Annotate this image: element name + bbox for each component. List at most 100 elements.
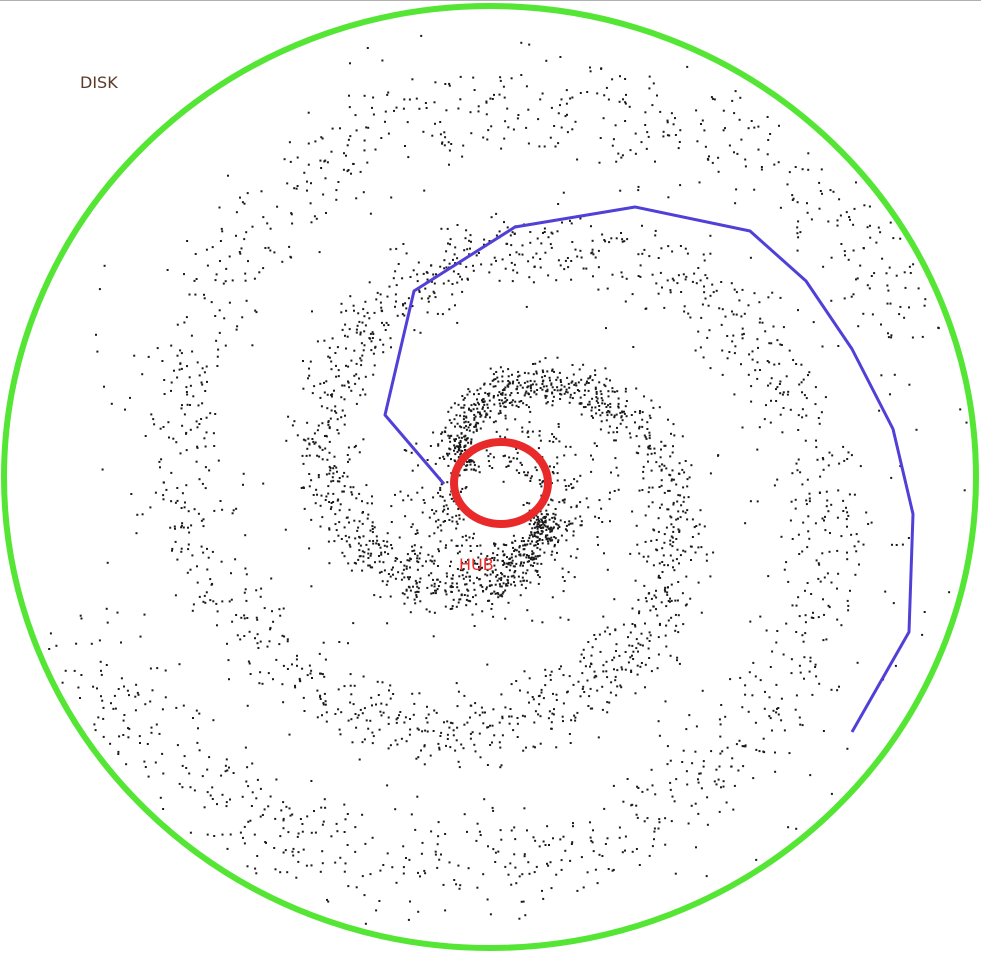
star-dot — [235, 328, 238, 331]
star-dot — [212, 432, 215, 435]
star-dot — [464, 237, 467, 240]
star-dot — [434, 296, 437, 299]
star-dot — [547, 513, 549, 516]
star-dot — [442, 505, 445, 508]
star-dot — [531, 619, 534, 622]
star-dot — [684, 278, 687, 281]
star-dot — [486, 764, 489, 766]
star-dot — [144, 703, 147, 706]
star-dot — [552, 440, 555, 443]
star-dot — [600, 397, 603, 400]
star-dot — [457, 864, 460, 867]
star-dot — [360, 359, 363, 362]
star-dot — [456, 552, 459, 555]
star-dot — [652, 406, 655, 409]
star-dot — [383, 544, 386, 547]
star-dot — [763, 707, 766, 710]
star-dot — [486, 569, 489, 572]
star-dot — [638, 489, 641, 492]
star-dot — [450, 497, 453, 500]
star-dot — [328, 527, 331, 530]
star-dot — [444, 426, 447, 429]
star-dot — [590, 252, 593, 255]
star-dot — [527, 372, 530, 375]
star-dot — [318, 652, 321, 655]
star-dot — [224, 280, 227, 283]
star-dot — [829, 189, 832, 192]
star-dot — [381, 580, 384, 583]
star-dot — [113, 694, 116, 697]
star-dot — [545, 395, 548, 398]
star-dot — [433, 559, 436, 562]
star-dot — [203, 594, 206, 597]
star-dot — [534, 466, 537, 469]
star-dot — [163, 393, 166, 395]
star-dot — [409, 557, 412, 560]
star-dot — [730, 282, 733, 285]
star-dot — [439, 265, 442, 268]
star-dot — [324, 499, 327, 501]
star-dot — [507, 601, 510, 604]
star-dot — [211, 786, 214, 789]
star-dot — [686, 485, 689, 488]
star-dot — [97, 716, 100, 719]
star-dot — [667, 619, 670, 622]
star-dot — [375, 298, 378, 301]
star-dot — [611, 869, 614, 872]
star-dot — [456, 544, 459, 547]
star-dot — [702, 760, 705, 763]
star-dot — [347, 365, 350, 368]
star-dot — [848, 216, 851, 218]
star-dot — [358, 320, 361, 323]
star-dot — [678, 531, 681, 533]
star-dot — [465, 604, 468, 607]
star-dot — [507, 465, 510, 467]
star-dot — [590, 415, 593, 417]
star-dot — [529, 564, 532, 567]
star-dot — [477, 422, 480, 425]
star-dot — [466, 830, 468, 833]
star-dot — [720, 281, 723, 283]
star-dot — [243, 614, 246, 617]
star-dot — [585, 267, 588, 270]
star-dot — [899, 237, 902, 240]
star-dot — [377, 694, 380, 696]
star-dot — [551, 386, 554, 389]
star-dot — [244, 534, 247, 537]
star-dot — [526, 501, 529, 504]
star-dot — [634, 625, 637, 628]
star-dot — [501, 595, 504, 598]
star-dot — [245, 299, 248, 302]
star-dot — [451, 520, 454, 523]
star-dot — [373, 526, 376, 529]
star-dot — [571, 364, 574, 366]
star-dot — [362, 560, 365, 563]
star-dot — [470, 404, 473, 407]
star-dot — [469, 111, 472, 114]
star-dot — [469, 600, 472, 603]
star-dot — [528, 560, 530, 563]
star-dot — [443, 499, 446, 502]
star-dot — [469, 423, 472, 426]
star-dot — [449, 746, 452, 749]
star-dot — [674, 629, 677, 632]
star-dot — [439, 489, 442, 491]
star-dot — [470, 132, 473, 135]
star-dot — [659, 271, 662, 274]
star-dot — [417, 756, 420, 759]
star-dot — [713, 98, 716, 101]
star-dot — [576, 158, 579, 161]
star-dot — [499, 366, 502, 369]
star-dot — [404, 302, 407, 305]
star-dot — [364, 324, 367, 327]
star-dot — [689, 316, 692, 319]
star-dot — [699, 346, 702, 349]
star-dot — [458, 550, 461, 553]
star-dot — [332, 479, 335, 482]
star-dot — [417, 910, 420, 913]
star-dot — [508, 381, 511, 384]
star-dot — [410, 526, 413, 528]
star-dot — [695, 725, 698, 728]
star-dot — [533, 531, 536, 534]
star-dot — [694, 750, 697, 753]
